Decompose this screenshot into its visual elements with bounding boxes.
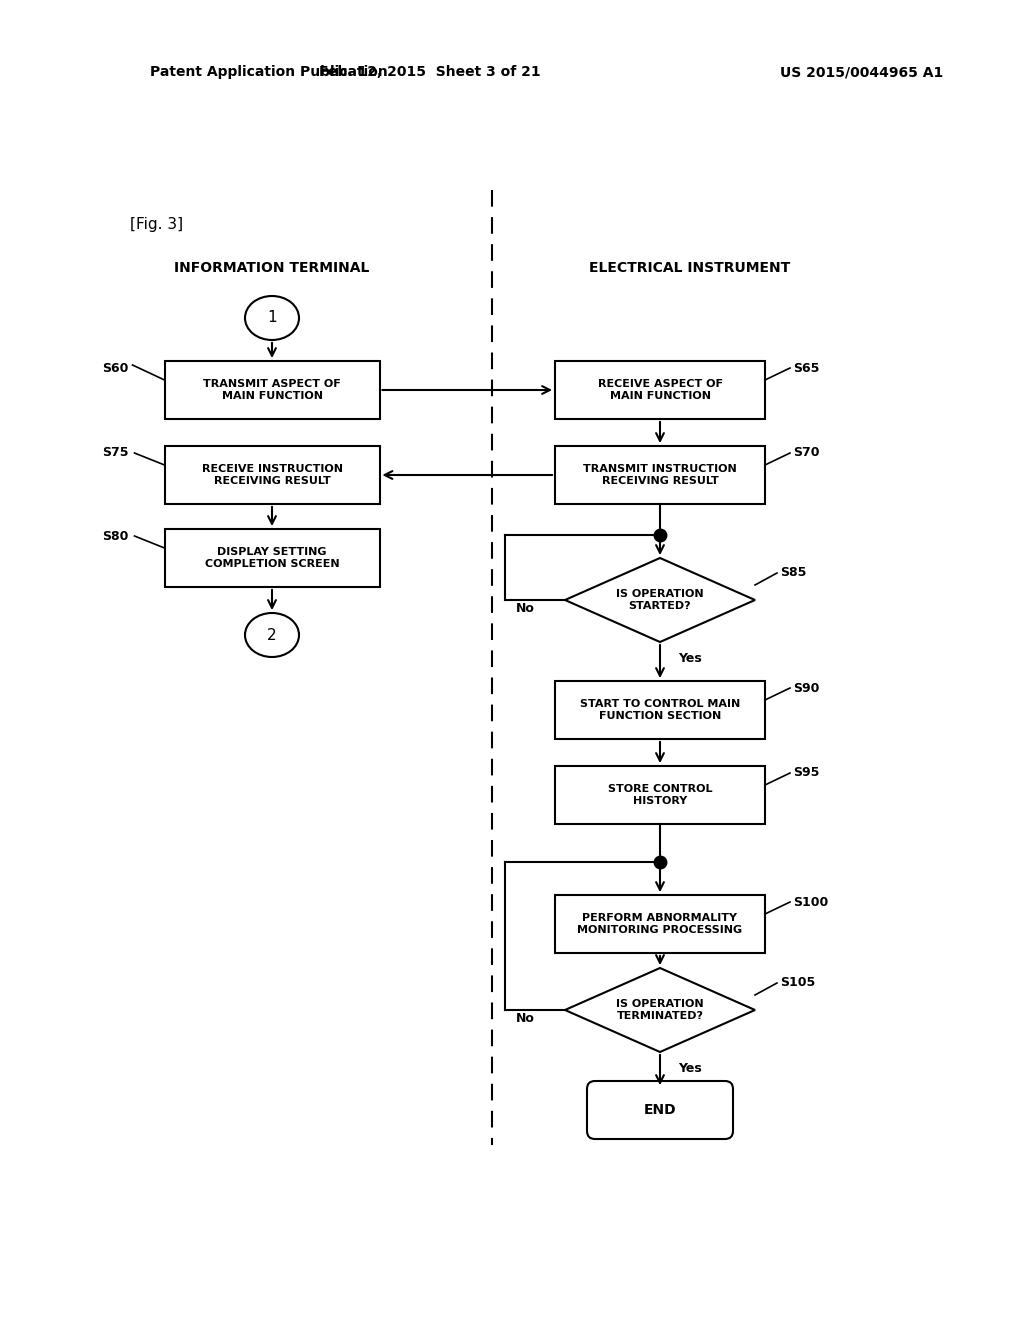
Text: STORE CONTROL
HISTORY: STORE CONTROL HISTORY — [608, 784, 713, 805]
Text: IS OPERATION
TERMINATED?: IS OPERATION TERMINATED? — [616, 999, 703, 1020]
Text: No: No — [516, 602, 535, 615]
Text: RECEIVE ASPECT OF
MAIN FUNCTION: RECEIVE ASPECT OF MAIN FUNCTION — [597, 379, 723, 401]
Bar — [555, 766, 765, 824]
Text: Feb. 12, 2015  Sheet 3 of 21: Feb. 12, 2015 Sheet 3 of 21 — [319, 65, 541, 79]
Text: END: END — [644, 1104, 676, 1117]
Text: Yes: Yes — [678, 652, 701, 664]
Text: ELECTRICAL INSTRUMENT: ELECTRICAL INSTRUMENT — [590, 261, 791, 275]
Text: S105: S105 — [780, 977, 815, 990]
Bar — [555, 446, 765, 504]
Text: PERFORM ABNORMALITY
MONITORING PROCESSING: PERFORM ABNORMALITY MONITORING PROCESSIN… — [578, 913, 742, 935]
Text: S80: S80 — [102, 529, 129, 543]
Text: TRANSMIT ASPECT OF
MAIN FUNCTION: TRANSMIT ASPECT OF MAIN FUNCTION — [203, 379, 341, 401]
Text: IS OPERATION
STARTED?: IS OPERATION STARTED? — [616, 589, 703, 611]
Polygon shape — [565, 968, 755, 1052]
Text: 1: 1 — [267, 310, 276, 326]
Ellipse shape — [245, 612, 299, 657]
Text: 2: 2 — [267, 627, 276, 643]
Text: S100: S100 — [793, 895, 828, 908]
Ellipse shape — [245, 296, 299, 341]
Text: S65: S65 — [793, 362, 819, 375]
Text: S75: S75 — [102, 446, 129, 459]
Text: START TO CONTROL MAIN
FUNCTION SECTION: START TO CONTROL MAIN FUNCTION SECTION — [580, 700, 740, 721]
Text: TRANSMIT INSTRUCTION
RECEIVING RESULT: TRANSMIT INSTRUCTION RECEIVING RESULT — [583, 465, 737, 486]
Text: No: No — [516, 1011, 535, 1024]
Text: US 2015/0044965 A1: US 2015/0044965 A1 — [780, 65, 943, 79]
Bar — [165, 529, 380, 587]
Bar — [555, 360, 765, 418]
Bar — [555, 681, 765, 739]
Text: S85: S85 — [780, 566, 806, 579]
Text: Patent Application Publication: Patent Application Publication — [150, 65, 388, 79]
Bar — [555, 895, 765, 953]
Text: Yes: Yes — [678, 1061, 701, 1074]
Text: S95: S95 — [793, 767, 819, 780]
Text: RECEIVE INSTRUCTION
RECEIVING RESULT: RECEIVE INSTRUCTION RECEIVING RESULT — [202, 465, 342, 486]
Text: INFORMATION TERMINAL: INFORMATION TERMINAL — [174, 261, 370, 275]
Text: DISPLAY SETTING
COMPLETION SCREEN: DISPLAY SETTING COMPLETION SCREEN — [205, 548, 339, 569]
Polygon shape — [565, 558, 755, 642]
Text: S90: S90 — [793, 681, 819, 694]
Text: S70: S70 — [793, 446, 819, 459]
Text: [Fig. 3]: [Fig. 3] — [130, 218, 183, 232]
Bar — [165, 446, 380, 504]
FancyBboxPatch shape — [587, 1081, 733, 1139]
Bar — [165, 360, 380, 418]
Text: S60: S60 — [102, 362, 129, 375]
